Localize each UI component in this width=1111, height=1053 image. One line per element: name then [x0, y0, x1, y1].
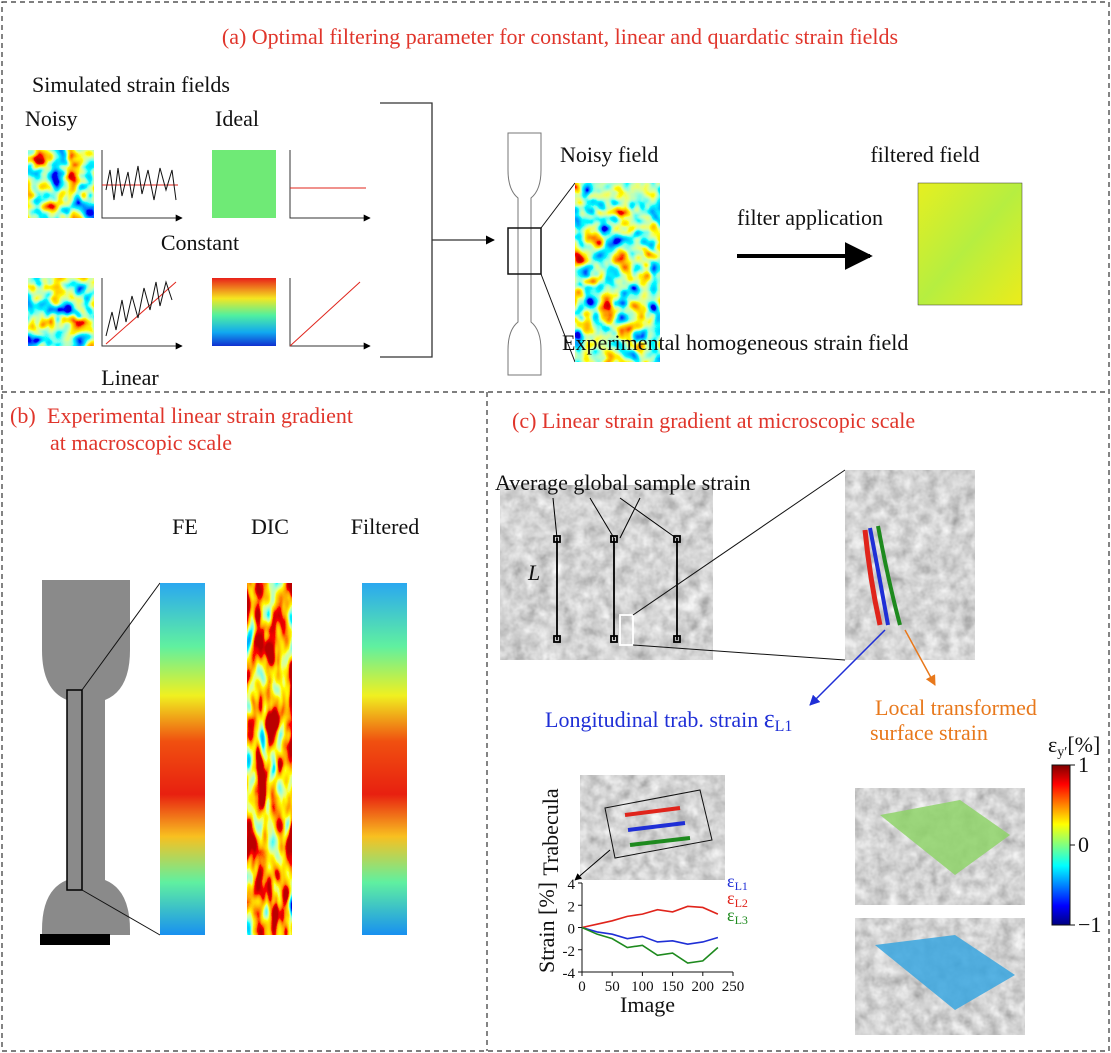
colorbar-label: εy′[%] [1048, 732, 1100, 760]
line [290, 282, 360, 346]
subscript: L1 [775, 718, 793, 735]
ideal-field [212, 278, 276, 346]
label-text: Longitudinal trab. strain [545, 707, 764, 732]
tick-label: −1 [1078, 912, 1101, 937]
label: filtered field [870, 142, 979, 167]
symbol: ε [1048, 732, 1057, 757]
filtered-field [362, 583, 407, 935]
legend-subscript: L2 [735, 896, 748, 910]
label: Constant [161, 230, 239, 255]
noisy-field [28, 278, 94, 346]
legend-subscript: L1 [735, 879, 748, 893]
colorbar-ticks: 1 0 −1 [1070, 752, 1101, 937]
y-tick-label: 2 [568, 899, 576, 915]
axes [102, 150, 182, 218]
specimen [508, 133, 541, 375]
noisy-field [28, 150, 94, 218]
figure: (a) Optimal filtering parameter for cons… [0, 0, 1111, 1053]
y-axis-label: Strain [%] [534, 882, 559, 973]
label: Simulated strain fields [32, 72, 230, 97]
label: Noisy field [560, 142, 658, 167]
y-tick-label: -2 [563, 944, 576, 960]
filtered-field [918, 183, 1022, 305]
ideal-field [212, 150, 276, 218]
x-tick-label: 50 [605, 979, 620, 995]
clamp [40, 934, 110, 945]
y-tick-label: 4 [568, 877, 576, 893]
label: filter application [737, 205, 883, 230]
label: FE [172, 514, 198, 539]
label: Longitudinal trab. strain εL1 [545, 704, 792, 735]
colorbar [1052, 765, 1070, 925]
label: surface strain [870, 720, 988, 745]
mini-plot [290, 278, 370, 346]
label: Trabecula [538, 788, 563, 875]
fe-field [160, 583, 205, 935]
label: Ideal [215, 106, 259, 131]
dic-field [247, 583, 292, 935]
panel-title: (b) [10, 403, 36, 428]
panel-title: at macroscopic scale [50, 430, 232, 455]
label: Noisy [25, 106, 78, 131]
x-tick-label: 250 [722, 979, 745, 995]
panel-title: Experimental linear strain gradient [47, 403, 353, 428]
axes [582, 883, 733, 972]
subscript: y′ [1057, 745, 1067, 760]
x-axis-label: Image [620, 992, 675, 1017]
zoom-image [845, 470, 975, 660]
symbol: ε [764, 704, 775, 733]
mini-plot [290, 150, 370, 218]
x-tick-label: 0 [578, 979, 586, 995]
label: Linear [101, 365, 159, 390]
roi [508, 228, 541, 274]
label: Filtered [351, 514, 419, 539]
line [106, 282, 176, 344]
bracket [380, 103, 494, 357]
panel-title: (c) Linear strain gradient at microscopi… [512, 408, 915, 433]
mini-plot [102, 278, 182, 346]
noise [106, 166, 176, 200]
mini-plot [102, 150, 182, 218]
label: Local transformed [875, 695, 1037, 720]
x-tick-label: 200 [692, 979, 715, 995]
noise [106, 282, 172, 336]
legend-subscript: L3 [735, 913, 748, 927]
specimen [42, 580, 130, 935]
tick-label: 0 [1078, 832, 1089, 857]
label: Average global sample strain [495, 470, 751, 495]
label: DIC [251, 514, 289, 539]
y-tick-label: -4 [563, 966, 576, 982]
tick-label: 1 [1078, 752, 1089, 777]
y-tick-label: 0 [568, 922, 576, 938]
axes [290, 278, 370, 346]
label: Experimental homogeneous strain field [562, 330, 908, 355]
series-line [582, 906, 718, 927]
label: L [527, 560, 540, 585]
axes [290, 150, 370, 218]
panel-title: (a) Optimal filtering parameter for cons… [222, 24, 898, 49]
